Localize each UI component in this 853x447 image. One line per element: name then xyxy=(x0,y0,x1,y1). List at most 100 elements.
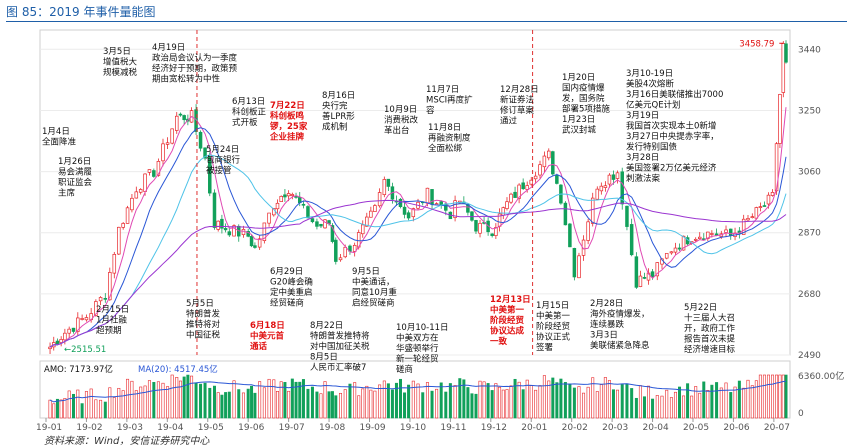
volume-bar xyxy=(494,383,498,419)
candle-body xyxy=(125,207,130,224)
candle-body xyxy=(551,151,555,175)
candle-body xyxy=(770,192,775,196)
candle-body xyxy=(625,205,629,227)
candle-body xyxy=(529,179,533,185)
volume-bar xyxy=(435,388,439,419)
ma20-volume-label: MA(20): 4517.45亿 xyxy=(138,364,218,375)
event-annotation-line: 企业挂牌 xyxy=(269,132,305,143)
volume-bar xyxy=(294,381,298,419)
volume-bar xyxy=(199,383,203,419)
candle-body xyxy=(758,206,763,208)
candle-body xyxy=(728,228,733,236)
x-tick-label: 19-09 xyxy=(359,423,385,433)
candle-body xyxy=(568,223,572,248)
x-tick-label: 19-06 xyxy=(238,423,264,433)
amo-label: AMO: 7173.97亿 xyxy=(44,364,113,375)
volume-bar xyxy=(498,386,502,419)
volume-bar xyxy=(694,386,698,419)
candle-body xyxy=(76,317,80,332)
candle-body xyxy=(306,206,310,219)
candle-body xyxy=(470,211,474,221)
event-annotation-line: 9月5日 xyxy=(352,267,380,277)
candle-body xyxy=(80,318,84,320)
volume-bar xyxy=(758,374,762,419)
candle-body xyxy=(178,113,183,116)
title-rule xyxy=(6,21,847,22)
candle-body xyxy=(494,227,498,236)
volume-bar xyxy=(595,391,599,419)
volume-bar xyxy=(737,380,741,419)
candle-body xyxy=(241,229,246,236)
volume-bar xyxy=(660,395,664,419)
ma10-line xyxy=(49,127,787,348)
candle-body xyxy=(156,161,161,176)
volume-bar xyxy=(505,389,509,419)
event-annotation-line: 一致 xyxy=(490,336,508,347)
event-annotation-line: 部署5项措施 xyxy=(562,104,610,115)
candle-body xyxy=(620,171,624,205)
event-annotation-line: 6月18日 xyxy=(250,321,285,331)
candle-body xyxy=(310,218,315,223)
volume-bar xyxy=(89,388,93,419)
event-annotation-line: 国内疫情爆 xyxy=(562,83,605,94)
volume-bar xyxy=(283,382,287,419)
event-annotation-line: 3月5日 xyxy=(103,47,131,57)
volume-bar xyxy=(642,396,646,419)
event-annotation-line: 中美第一 xyxy=(536,311,571,322)
volume-bar xyxy=(509,385,513,419)
volume-bar xyxy=(130,380,134,419)
volume-bar xyxy=(48,399,52,419)
candle-body xyxy=(607,174,612,185)
candle-body xyxy=(634,256,639,288)
x-tick-label: 19-04 xyxy=(157,423,183,433)
y-tick-label: 2870 xyxy=(798,229,821,239)
event-annotation-line: 1月社融 xyxy=(96,315,127,326)
volume-bar xyxy=(348,383,352,419)
candle-body xyxy=(319,223,323,227)
candle-body xyxy=(714,233,719,236)
volume-bar xyxy=(529,385,533,419)
event-annotation-line: 11月7日 xyxy=(426,85,459,95)
candle-body xyxy=(595,188,600,200)
event-annotation-line: 职证监会 xyxy=(58,177,93,188)
event-annotation-line: 央行完 xyxy=(322,101,348,112)
volume-bar xyxy=(634,397,638,419)
volume-bar xyxy=(665,389,669,419)
volume-bar xyxy=(315,391,319,419)
volume-bar xyxy=(599,384,603,419)
volume-bar xyxy=(63,398,67,419)
volume-bar xyxy=(390,389,394,419)
event-annotation-line: 同意10月重 xyxy=(352,287,397,298)
event-annotation-line: 全面松绑 xyxy=(428,143,463,154)
candle-body xyxy=(638,275,643,287)
candle-body xyxy=(655,262,660,277)
volume-bar xyxy=(343,389,347,419)
event-annotation-line: 4月19日 xyxy=(152,43,185,53)
volume-bar xyxy=(638,385,642,419)
event-annotation-line: 美联储紧急降息 xyxy=(590,340,650,351)
event-annotation-line: 11月8日 xyxy=(428,123,461,133)
volume-bar xyxy=(310,386,314,419)
volume-bar xyxy=(466,387,470,419)
volume-bar xyxy=(71,393,75,419)
candle-body xyxy=(220,218,224,229)
candle-body xyxy=(501,207,506,216)
event-annotation-line: 推特将对 xyxy=(186,319,221,330)
volume-bar xyxy=(625,383,629,419)
candle-body xyxy=(262,222,267,241)
candle-body xyxy=(338,257,343,261)
event-annotation-line: 华盛顿举行 xyxy=(396,343,439,354)
candle-body xyxy=(521,182,525,190)
candle-body xyxy=(98,297,103,302)
volume-bar xyxy=(462,379,466,419)
candle-body xyxy=(330,225,335,242)
volume-bar xyxy=(386,383,390,419)
volume-bar xyxy=(470,393,474,419)
event-annotation-line: 1月20日 xyxy=(562,73,595,83)
